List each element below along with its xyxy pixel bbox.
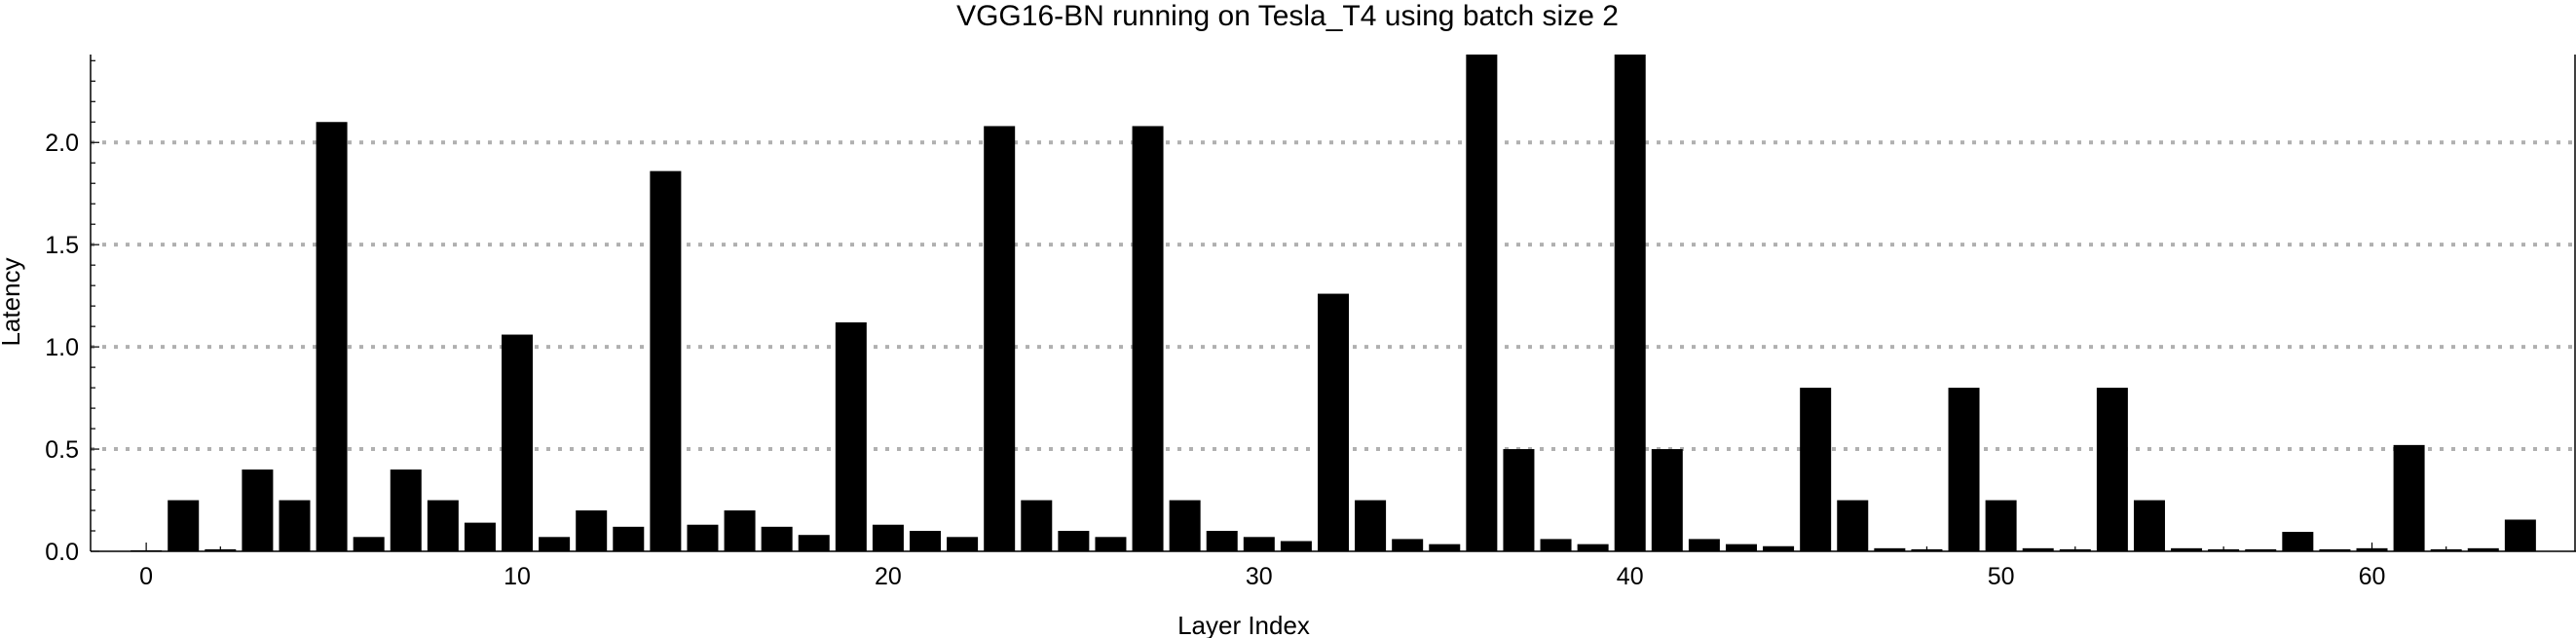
bars: [131, 55, 2536, 551]
chart-title: VGG16-BN running on Tesla_T4 using batch…: [956, 0, 1619, 32]
bar-6: [353, 537, 385, 551]
bar-25: [1058, 531, 1090, 551]
bar-1: [168, 500, 200, 551]
bar-39: [1577, 544, 1609, 551]
y-tick-label-1: 0.5: [45, 436, 79, 464]
bar-59: [2319, 548, 2351, 551]
bar-34: [1392, 539, 1424, 551]
bar-43: [1725, 544, 1757, 551]
bar-37: [1503, 449, 1535, 551]
bar-32: [1318, 293, 1349, 551]
bar-12: [576, 510, 608, 551]
bar-16: [724, 510, 756, 551]
bar-33: [1355, 500, 1387, 551]
ticks: [91, 59, 2521, 552]
bar-47: [1874, 547, 1906, 551]
bar-61: [2393, 444, 2425, 551]
bar-35: [1429, 544, 1461, 551]
bar-17: [761, 526, 793, 551]
bar-57: [2245, 548, 2277, 551]
bar-46: [1837, 500, 1869, 551]
bar-51: [2022, 547, 2054, 551]
y-tick-label-0: 0.0: [45, 539, 79, 566]
y-tick-label-3: 1.5: [45, 232, 79, 259]
bar-18: [798, 535, 830, 551]
bar-54: [2133, 500, 2165, 551]
x-tick-label-6: 60: [2359, 563, 2386, 590]
bar-28: [1169, 500, 1201, 551]
bar-29: [1206, 531, 1238, 551]
bar-38: [1540, 539, 1572, 551]
bar-9: [464, 522, 496, 551]
bar-31: [1280, 541, 1312, 551]
bar-55: [2171, 547, 2203, 551]
x-tick-label-4: 40: [1617, 563, 1644, 590]
x-tick-label-5: 50: [1988, 563, 2015, 590]
bar-8: [427, 500, 459, 551]
y-tick-label-4: 2.0: [45, 130, 79, 157]
bar-45: [1800, 388, 1832, 551]
x-axis-label: Layer Index: [1177, 611, 1310, 638]
bar-23: [984, 126, 1016, 551]
x-tick-label-1: 10: [504, 563, 531, 590]
bar-27: [1132, 126, 1164, 551]
bar-10: [502, 334, 534, 551]
bar-24: [1021, 500, 1053, 551]
bar-63: [2467, 547, 2499, 551]
bar-4: [279, 500, 311, 551]
bar-19: [835, 321, 867, 551]
bar-7: [390, 469, 422, 551]
bar-21: [910, 531, 942, 551]
x-tick-label-0: 0: [139, 563, 153, 590]
x-tick-label-3: 30: [1246, 563, 1273, 590]
tick-labels: 0.0 0.5 1.0 1.5 2.0 0 10 20 30 40 50 60: [45, 130, 2385, 590]
y-tick-label-2: 1.0: [45, 334, 79, 361]
bar-11: [539, 537, 571, 551]
bar-40: [1614, 55, 1646, 551]
x-tick-label-2: 20: [875, 563, 902, 590]
bar-15: [687, 524, 719, 551]
bar-49: [1948, 388, 1980, 551]
bar-41: [1651, 449, 1683, 551]
bar-53: [2096, 388, 2128, 551]
bar-5: [316, 122, 348, 551]
bar-64: [2504, 519, 2536, 551]
bar-22: [947, 537, 979, 551]
bar-14: [650, 170, 682, 551]
bar-58: [2282, 532, 2314, 551]
y-axis-label: Latency: [0, 257, 25, 346]
bar-36: [1466, 55, 1498, 551]
bar-13: [613, 526, 645, 551]
bar-26: [1095, 537, 1127, 551]
bar-3: [242, 469, 274, 551]
bar-42: [1688, 539, 1720, 551]
